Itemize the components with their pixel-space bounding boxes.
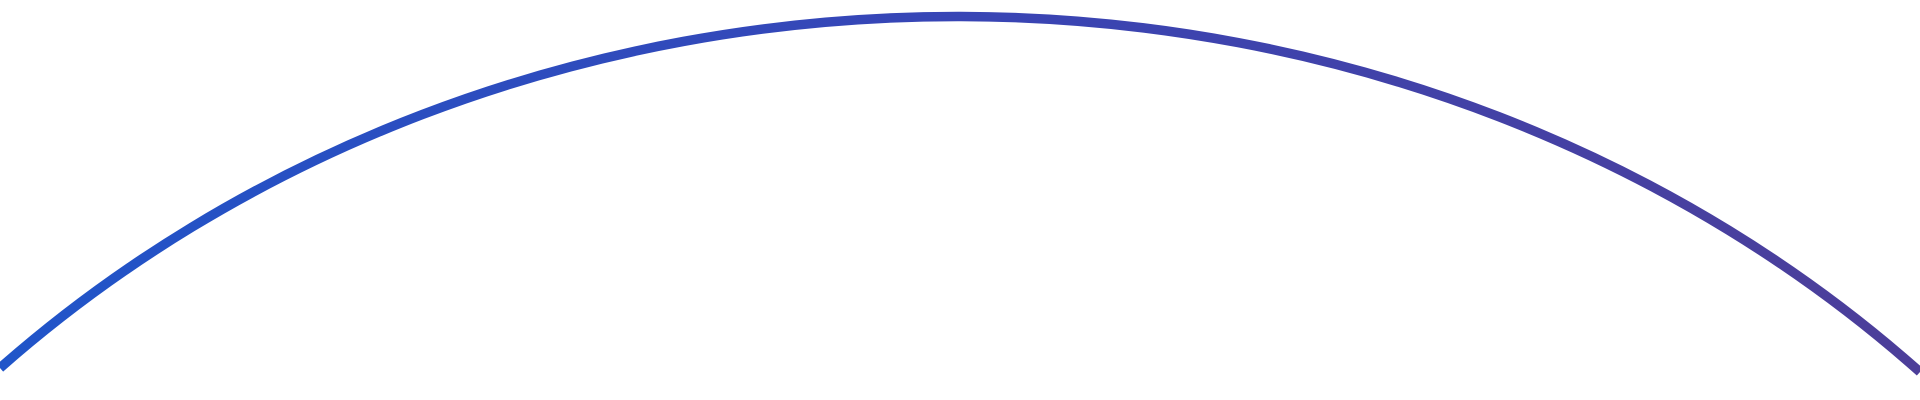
arc-curve-line	[0, 11, 1920, 376]
